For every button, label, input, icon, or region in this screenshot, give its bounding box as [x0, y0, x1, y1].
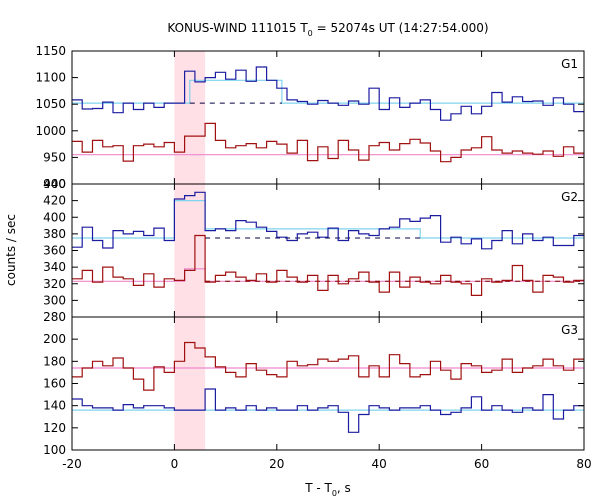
x-axis-label: T - T0, s — [304, 481, 351, 498]
panel-label-g2: G2 — [561, 190, 578, 204]
y-tick-label: 440 — [43, 177, 66, 191]
y-tick-label: 320 — [43, 277, 66, 291]
panel-g1: 900 950 1000 1050 1100 1150 G1 — [35, 44, 585, 191]
x-tick-label: 0 — [171, 457, 179, 471]
panel-label-g3: G3 — [561, 323, 578, 337]
plot-area: 9009501000105011001150G12803003203403603… — [35, 44, 591, 471]
panel-g2: 280 300 320 340 360 380 400 420 440 G2 — [43, 177, 585, 324]
panel-label-g1: G1 — [561, 57, 578, 71]
y-tick-label: 300 — [43, 293, 66, 307]
panel-g3-series-red — [72, 341, 584, 391]
trigger-highlight-band — [174, 51, 206, 450]
y-axis-label: counts / sec — [4, 214, 18, 286]
panel-g1-series-blue — [72, 66, 584, 121]
panel-g3: 100 120 140 160 180 200 G3 — [43, 316, 585, 457]
panel-g2-series-red — [72, 234, 584, 296]
panel-g1-fit-cyan — [72, 79, 584, 104]
y-tick-label: 100 — [43, 443, 66, 457]
panel-g3-frame — [71, 316, 585, 451]
y-tick-label: 1150 — [35, 44, 66, 58]
panel-g3-series-blue — [72, 388, 584, 433]
x-tick-label: 80 — [576, 457, 591, 471]
panel-g2-series-blue — [72, 191, 584, 250]
y-tick-label: 360 — [43, 244, 66, 258]
y-tick-label: 160 — [43, 377, 66, 391]
x-tick-label: 60 — [474, 457, 489, 471]
y-tick-label: 140 — [43, 399, 66, 413]
y-tick-label: 1100 — [35, 71, 66, 85]
panel-g2-frame — [71, 183, 585, 318]
y-tick-label: 420 — [43, 194, 66, 208]
y-tick-label: 400 — [43, 210, 66, 224]
y-tick-label: 950 — [43, 150, 66, 164]
panel-g1-frame — [71, 50, 585, 185]
y-tick-label: 1050 — [35, 97, 66, 111]
y-tick-label: 120 — [43, 421, 66, 435]
panel-g1-series-red — [72, 122, 584, 163]
y-tick-label: 280 — [43, 310, 66, 324]
y-tick-label: 380 — [43, 227, 66, 241]
chart-title: KONUS-WIND 111015 T0 = 52074s UT (14:27:… — [167, 21, 488, 38]
y-tick-label: 200 — [43, 332, 66, 346]
y-tick-label: 340 — [43, 260, 66, 274]
x-tick-label: 40 — [372, 457, 387, 471]
y-tick-label: 900 — [43, 177, 66, 191]
y-tick-label: 180 — [43, 354, 66, 368]
x-tick-label: 20 — [269, 457, 284, 471]
x-tick-label: -20 — [62, 457, 82, 471]
y-tick-label: 1000 — [35, 124, 66, 138]
